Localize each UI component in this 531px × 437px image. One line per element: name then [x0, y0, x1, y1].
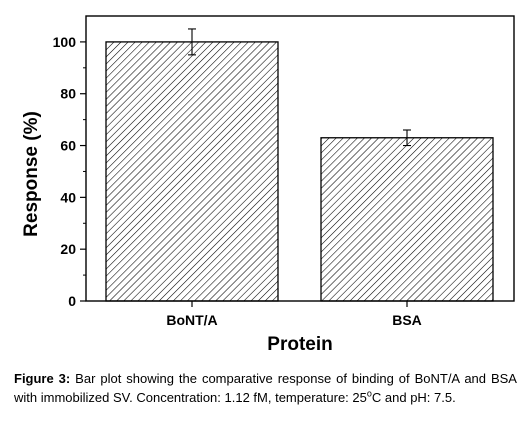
- y-tick-label-2: 40: [60, 189, 76, 205]
- caption-text-before: Bar plot showing the comparative respons…: [14, 371, 517, 405]
- caption-text-after: C and pH: 7.5.: [371, 390, 456, 405]
- y-tick-label-4: 80: [60, 86, 76, 102]
- bar-chart: BoNT/A BSA 0 20 40 60 80 100 Response (%) Prote…: [21, 15, 515, 355]
- y-tick-label-0: 0: [68, 293, 76, 309]
- caption-degree: o: [366, 388, 372, 399]
- y-tick-label-5: 100: [53, 34, 77, 50]
- x-axis-title: Protein: [267, 334, 332, 355]
- bar-1: [320, 137, 494, 302]
- y-tick-label-1: 20: [60, 241, 76, 257]
- plot-frame: [85, 15, 515, 302]
- error-bars-layer: [188, 28, 411, 147]
- caption-label: Figure 3:: [14, 371, 71, 386]
- x-tick-label-0: BoNT/A: [166, 312, 217, 328]
- figure-caption: Figure 3: Bar plot showing the comparati…: [14, 369, 517, 407]
- x-tick-label-1: BSA: [392, 312, 422, 328]
- bar-0: [105, 41, 279, 302]
- y-tick-label-3: 60: [60, 138, 76, 154]
- bars-layer: [105, 41, 494, 302]
- y-axis-title: Response (%): [21, 111, 42, 237]
- axes-layer: [80, 15, 515, 307]
- tick-labels-layer: BoNT/A BSA 0 20 40 60 80 100: [53, 34, 422, 328]
